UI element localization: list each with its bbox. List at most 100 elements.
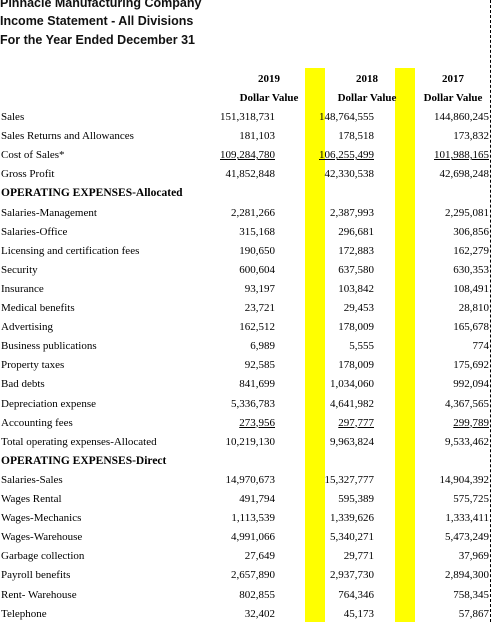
row-value-2019: 273,956 xyxy=(239,416,275,429)
column-subheader-2019: Dollar Value xyxy=(239,92,299,104)
row-value-2018: 178,009 xyxy=(338,321,374,334)
statement-row: Payroll benefits 2,657,890 2,937,730 2,894,… xyxy=(0,567,495,586)
row-value-2018: 106,255,499 xyxy=(319,149,374,162)
row-value-2017: 4,367,565 xyxy=(445,397,489,410)
row-value-2019: 181,103 xyxy=(239,130,275,143)
row-value-2017: 306,856 xyxy=(453,225,489,238)
row-value-2017: 37,969 xyxy=(458,550,489,563)
statement-row: Gross Profit 41,852,848 42,330,538 42,698,2… xyxy=(0,166,495,185)
row-value-2019: 14,970,673 xyxy=(225,473,276,486)
row-value-2019: 491,794 xyxy=(239,493,275,505)
row-value-2018: 2,387,993 xyxy=(330,206,374,219)
row-label: Gross Profit xyxy=(1,168,55,181)
row-label: Total operating expenses-Allocated xyxy=(1,435,157,448)
row-value-2018: 637,580 xyxy=(338,263,374,276)
row-label: Bad debts xyxy=(1,378,45,391)
statement-row: Wages-Warehouse 4,991,066 5,340,271 5,473,2… xyxy=(0,529,495,548)
statement-row: Garbage collection 27,649 29,771 37,969 xyxy=(0,548,495,567)
row-label: Salaries-Office xyxy=(1,225,68,238)
row-label: Accounting fees xyxy=(1,416,73,429)
statement-row: Security 600,604 637,580 630,353 xyxy=(0,262,495,281)
row-value-2018: 29,453 xyxy=(343,302,374,314)
row-value-2017: 1,333,411 xyxy=(445,512,489,525)
statement-row: Telephone 32,402 45,173 57,867 xyxy=(0,606,495,625)
row-value-2019: 27,649 xyxy=(244,550,275,563)
row-value-2019: 841,699 xyxy=(239,378,275,391)
statement-row: Salaries-Management 2,281,266 2,387,993 2,2… xyxy=(0,205,495,224)
statement-title: Income Statement - All Divisions xyxy=(0,14,194,28)
row-value-2018: 42,330,538 xyxy=(324,168,375,181)
yellow-highlight-column xyxy=(395,68,415,622)
statement-row: Salaries-Office 315,168 296,681 306,856 xyxy=(0,224,495,243)
row-value-2017: 144,860,245 xyxy=(434,111,489,123)
row-value-2017: 299,789 xyxy=(453,416,489,429)
section-header-row: OPERATING EXPENSES-Allocated xyxy=(0,185,495,204)
row-label: OPERATING EXPENSES-Allocated xyxy=(1,187,183,200)
row-value-2017: 758,345 xyxy=(453,588,489,601)
row-value-2019: 802,855 xyxy=(239,588,275,601)
column-year-2017: 2017 xyxy=(442,73,464,85)
company-name: Pinnacle Manufacturing Company xyxy=(0,0,202,10)
row-label: Sales Returns and Allowances xyxy=(1,130,134,143)
row-value-2017: 774 xyxy=(472,340,490,353)
row-value-2017: 2,894,300 xyxy=(445,569,489,582)
row-value-2018: 296,681 xyxy=(338,225,374,238)
statement-row: Wages-Mechanics 1,113,539 1,339,626 1,333,4… xyxy=(0,510,495,529)
section-header-row: OPERATING EXPENSES-Direct xyxy=(0,453,495,472)
row-value-2018: 29,771 xyxy=(343,550,374,563)
row-value-2019: 2,657,890 xyxy=(231,569,275,582)
row-value-2019: 5,336,783 xyxy=(231,397,275,410)
row-label: Payroll benefits xyxy=(1,569,71,582)
row-value-2018: 1,339,626 xyxy=(330,512,374,525)
row-value-2019: 92,585 xyxy=(244,359,275,372)
row-value-2018: 45,173 xyxy=(343,607,374,620)
row-value-2017: 42,698,248 xyxy=(439,168,490,181)
row-value-2019: 93,197 xyxy=(244,282,275,295)
row-label: Wages-Warehouse xyxy=(1,531,83,544)
row-label: Garbage collection xyxy=(1,550,85,563)
statement-period: For the Year Ended December 31 xyxy=(0,33,195,47)
row-label: Advertising xyxy=(1,321,53,334)
row-label: Insurance xyxy=(1,282,44,295)
row-value-2017: 101,988,165 xyxy=(434,149,489,162)
row-value-2019: 109,284,780 xyxy=(220,149,275,162)
row-label: Telephone xyxy=(1,607,47,620)
row-value-2018: 148,764,555 xyxy=(319,111,374,123)
statement-row: Total operating expenses-Allocated 10,219… xyxy=(0,434,495,453)
row-label: Medical benefits xyxy=(1,302,75,314)
row-value-2019: 32,402 xyxy=(244,607,275,620)
page-break-dashed-line xyxy=(490,0,491,622)
statement-row: Medical benefits 23,721 29,453 28,810 xyxy=(0,300,495,319)
row-value-2018: 595,389 xyxy=(338,493,374,505)
yellow-highlight-column xyxy=(305,68,325,622)
row-value-2017: 28,810 xyxy=(458,302,489,314)
statement-row: Licensing and certification fees 190,650 1… xyxy=(0,243,495,262)
column-subheader-2017: Dollar Value xyxy=(423,92,483,104)
statement-row: Business publications 6,989 5,555 774 xyxy=(0,338,495,357)
row-value-2019: 6,989 xyxy=(250,340,275,353)
row-value-2019: 2,281,266 xyxy=(231,206,275,219)
row-value-2017: 173,832 xyxy=(453,130,489,143)
row-label: Salaries-Management xyxy=(1,206,97,219)
row-value-2019: 10,219,130 xyxy=(225,435,276,448)
row-label: Licensing and certification fees xyxy=(1,244,140,257)
row-value-2019: 600,604 xyxy=(239,263,275,276)
row-value-2018: 178,009 xyxy=(338,359,374,372)
row-value-2017: 575,725 xyxy=(453,493,489,505)
row-value-2019: 162,512 xyxy=(239,321,275,334)
row-value-2018: 4,641,982 xyxy=(330,397,374,410)
row-value-2018: 297,777 xyxy=(338,416,374,429)
row-value-2017: 162,279 xyxy=(453,244,489,257)
row-value-2017: 165,678 xyxy=(453,321,489,334)
row-value-2017: 9,533,462 xyxy=(445,435,489,448)
statement-row: Sales 151,318,731 148,764,555 144,860,245 xyxy=(0,109,495,128)
statement-row: Bad debts 841,699 1,034,060 992,094 xyxy=(0,376,495,395)
row-label: Rent- Warehouse xyxy=(1,588,77,601)
column-year-2019: 2019 xyxy=(258,73,280,85)
row-value-2019: 4,991,066 xyxy=(231,531,275,544)
row-label: Wages-Mechanics xyxy=(1,512,82,525)
statement-row: Wages Rental 491,794 595,389 575,725 xyxy=(0,491,495,510)
row-label: Cost of Sales* xyxy=(1,149,65,162)
row-label: Property taxes xyxy=(1,359,65,372)
